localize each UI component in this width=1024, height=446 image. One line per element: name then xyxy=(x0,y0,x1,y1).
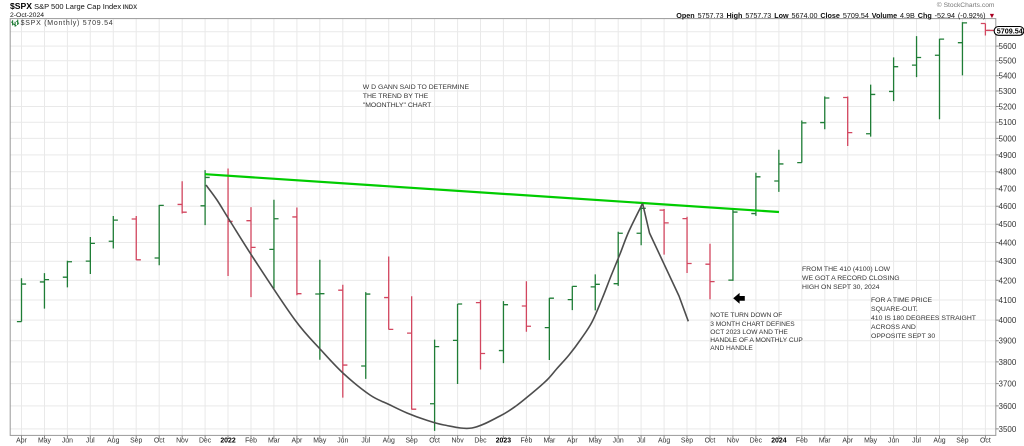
svg-text:2023: 2023 xyxy=(496,438,511,445)
svg-text:Oct: Oct xyxy=(154,438,165,445)
svg-text:Jul: Jul xyxy=(86,438,95,445)
svg-text:May: May xyxy=(589,438,603,445)
svg-text:Nov: Nov xyxy=(727,438,740,445)
svg-text:Mar: Mar xyxy=(543,438,556,445)
svg-text:4400: 4400 xyxy=(999,238,1017,247)
svg-text:3800: 3800 xyxy=(999,358,1017,367)
svg-text:Jun: Jun xyxy=(888,438,899,445)
svg-text:3600: 3600 xyxy=(999,402,1017,411)
svg-text:4500: 4500 xyxy=(999,220,1017,229)
svg-text:Dec: Dec xyxy=(750,438,763,445)
svg-text:Feb: Feb xyxy=(245,438,257,445)
svg-text:May: May xyxy=(864,438,878,445)
svg-text:Oct: Oct xyxy=(429,438,440,445)
svg-text:Apr: Apr xyxy=(292,438,303,445)
svg-text:5300: 5300 xyxy=(999,87,1017,96)
svg-text:5500: 5500 xyxy=(999,57,1017,66)
svg-text:Nov: Nov xyxy=(176,438,189,445)
svg-text:Sep: Sep xyxy=(130,438,142,445)
svg-text:Mar: Mar xyxy=(819,438,832,445)
svg-text:3900: 3900 xyxy=(999,337,1017,346)
svg-text:3500: 3500 xyxy=(999,425,1017,434)
svg-text:5100: 5100 xyxy=(999,118,1017,127)
svg-text:Feb: Feb xyxy=(520,438,532,445)
svg-text:Aug: Aug xyxy=(933,438,945,445)
svg-text:4600: 4600 xyxy=(999,202,1017,211)
svg-text:2022: 2022 xyxy=(220,438,235,445)
svg-text:Aug: Aug xyxy=(658,438,670,445)
svg-text:5200: 5200 xyxy=(999,102,1017,111)
svg-text:4700: 4700 xyxy=(999,185,1017,194)
svg-text:5600: 5600 xyxy=(999,42,1017,51)
svg-text:4800: 4800 xyxy=(999,168,1017,177)
svg-text:4000: 4000 xyxy=(999,316,1017,325)
svg-text:Sep: Sep xyxy=(405,438,417,445)
svg-text:Oct: Oct xyxy=(705,438,716,445)
svg-text:Apr: Apr xyxy=(842,438,853,445)
svg-text:Jul: Jul xyxy=(361,438,370,445)
svg-text:Oct: Oct xyxy=(980,438,991,445)
svg-text:Jun: Jun xyxy=(337,438,348,445)
svg-text:4200: 4200 xyxy=(999,276,1017,285)
svg-text:Apr: Apr xyxy=(567,438,578,445)
svg-text:Jun: Jun xyxy=(62,438,73,445)
svg-text:Apr: Apr xyxy=(16,438,27,445)
svg-text:Aug: Aug xyxy=(383,438,395,445)
svg-text:4300: 4300 xyxy=(999,257,1017,266)
svg-text:May: May xyxy=(38,438,52,445)
svg-text:Sep: Sep xyxy=(956,438,968,445)
svg-text:Sep: Sep xyxy=(681,438,693,445)
svg-text:May: May xyxy=(313,438,327,445)
svg-text:4100: 4100 xyxy=(999,296,1017,305)
svg-text:3700: 3700 xyxy=(999,380,1017,389)
svg-text:Jun: Jun xyxy=(613,438,624,445)
svg-text:5000: 5000 xyxy=(999,134,1017,143)
svg-text:5709.54: 5709.54 xyxy=(997,27,1023,36)
svg-text:4900: 4900 xyxy=(999,151,1017,160)
svg-text:Nov: Nov xyxy=(451,438,464,445)
svg-text:Dec: Dec xyxy=(474,438,487,445)
svg-text:Jul: Jul xyxy=(637,438,646,445)
svg-text:Feb: Feb xyxy=(796,438,808,445)
svg-text:5400: 5400 xyxy=(999,72,1017,81)
svg-text:2024: 2024 xyxy=(771,438,786,445)
svg-text:Mar: Mar xyxy=(268,438,281,445)
svg-text:Aug: Aug xyxy=(107,438,119,445)
svg-text:Dec: Dec xyxy=(199,438,212,445)
svg-text:Jul: Jul xyxy=(912,438,921,445)
